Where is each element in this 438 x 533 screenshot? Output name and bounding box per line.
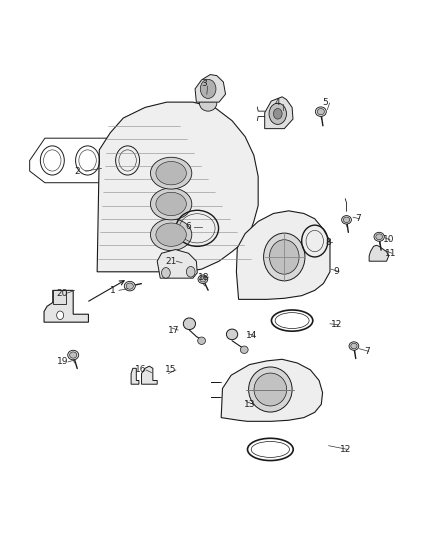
- Ellipse shape: [68, 350, 79, 360]
- Text: 20: 20: [57, 288, 68, 297]
- Ellipse shape: [198, 337, 205, 344]
- Ellipse shape: [199, 95, 217, 111]
- Text: 5: 5: [323, 98, 328, 107]
- Polygon shape: [131, 368, 139, 384]
- Text: 3: 3: [201, 79, 207, 88]
- Text: 9: 9: [334, 268, 339, 276]
- Text: 6: 6: [186, 222, 191, 231]
- Text: 18: 18: [198, 272, 209, 281]
- Polygon shape: [157, 249, 197, 278]
- Polygon shape: [265, 97, 293, 128]
- Ellipse shape: [351, 343, 357, 349]
- Ellipse shape: [150, 219, 192, 251]
- Text: 15: 15: [166, 366, 177, 374]
- Text: 4: 4: [275, 98, 281, 107]
- Polygon shape: [195, 75, 226, 102]
- Ellipse shape: [342, 216, 351, 224]
- Circle shape: [269, 103, 286, 124]
- Polygon shape: [97, 102, 258, 272]
- Polygon shape: [53, 290, 66, 304]
- Text: 17: 17: [168, 326, 179, 335]
- Polygon shape: [369, 245, 389, 261]
- Ellipse shape: [70, 352, 77, 358]
- Ellipse shape: [184, 318, 195, 329]
- Text: 2: 2: [75, 166, 80, 175]
- Text: 8: 8: [325, 238, 331, 247]
- Polygon shape: [237, 211, 330, 300]
- Polygon shape: [44, 290, 88, 322]
- Text: 13: 13: [244, 400, 255, 409]
- Ellipse shape: [240, 346, 248, 353]
- Text: 1: 1: [110, 286, 115, 295]
- Text: 16: 16: [135, 366, 146, 374]
- Circle shape: [200, 79, 216, 99]
- Text: 7: 7: [364, 347, 370, 356]
- Ellipse shape: [264, 233, 305, 281]
- Text: 7: 7: [355, 214, 361, 223]
- Ellipse shape: [349, 342, 359, 350]
- Ellipse shape: [126, 283, 133, 289]
- Text: 12: 12: [331, 320, 342, 329]
- Polygon shape: [221, 359, 322, 421]
- Ellipse shape: [254, 373, 287, 406]
- Text: 10: 10: [383, 236, 395, 245]
- Text: 12: 12: [339, 445, 351, 454]
- Circle shape: [186, 266, 195, 277]
- Ellipse shape: [156, 161, 186, 185]
- Ellipse shape: [156, 223, 186, 246]
- Ellipse shape: [376, 234, 382, 240]
- Text: 21: 21: [166, 257, 177, 265]
- Ellipse shape: [200, 277, 206, 282]
- Polygon shape: [141, 366, 157, 384]
- Text: 14: 14: [246, 331, 258, 340]
- Circle shape: [273, 109, 282, 119]
- Ellipse shape: [198, 275, 208, 284]
- Ellipse shape: [317, 109, 325, 115]
- Ellipse shape: [150, 188, 192, 220]
- Ellipse shape: [124, 281, 135, 291]
- Circle shape: [162, 268, 170, 278]
- Ellipse shape: [150, 157, 192, 189]
- Ellipse shape: [249, 367, 292, 412]
- Text: 19: 19: [57, 358, 68, 367]
- Ellipse shape: [156, 192, 186, 216]
- Ellipse shape: [343, 217, 350, 223]
- Ellipse shape: [269, 240, 299, 274]
- Ellipse shape: [315, 107, 326, 116]
- Ellipse shape: [226, 329, 238, 340]
- Ellipse shape: [374, 232, 384, 241]
- Text: 11: 11: [385, 249, 397, 258]
- Circle shape: [57, 311, 64, 319]
